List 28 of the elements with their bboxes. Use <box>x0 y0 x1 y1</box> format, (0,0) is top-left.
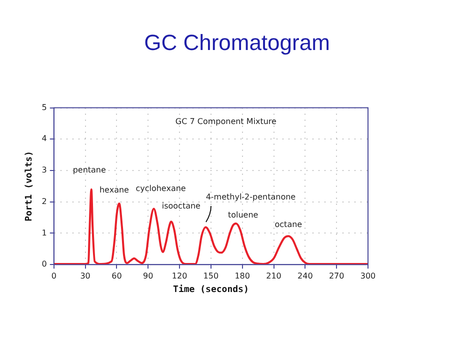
x-tick-label: 120 <box>172 271 188 280</box>
x-tick-label: 0 <box>51 271 56 280</box>
x-tick-label: 270 <box>328 271 344 280</box>
x-tick-label: 90 <box>143 271 154 280</box>
x-tick-label: 300 <box>360 271 376 280</box>
y-axis-title: Port1 (volts) <box>24 150 35 222</box>
x-tick-label: 240 <box>298 271 313 280</box>
y-tick-label: 2 <box>42 196 47 206</box>
annotation: toluene <box>228 210 258 220</box>
text: GC 7 Component Mixture <box>175 116 277 126</box>
x-tick-label: 60 <box>112 271 122 280</box>
y-tick-label: 5 <box>42 102 47 112</box>
x-tick-label: 150 <box>203 271 219 280</box>
annotation: isooctane <box>162 202 201 211</box>
annotation: octane <box>274 220 302 230</box>
annotation: pentane <box>72 165 106 174</box>
x-tick-label: 210 <box>266 271 282 280</box>
x-axis-title: Time (seconds) <box>173 284 249 295</box>
y-tick-label: 3 <box>42 166 47 175</box>
x-tick-label: 180 <box>234 271 250 280</box>
y-tick-label: 0 <box>42 260 47 269</box>
annotation: 4-methyl-2-pentanone <box>206 192 296 202</box>
chart-title: GC Chromatogram <box>143 30 331 56</box>
y-tick-label: 1 <box>42 228 47 238</box>
annotation: hexane <box>99 186 130 195</box>
annotation: cyclohexane <box>136 184 186 193</box>
x-tick-label: 30 <box>80 271 90 280</box>
y-tick-label: 4 <box>42 134 47 144</box>
